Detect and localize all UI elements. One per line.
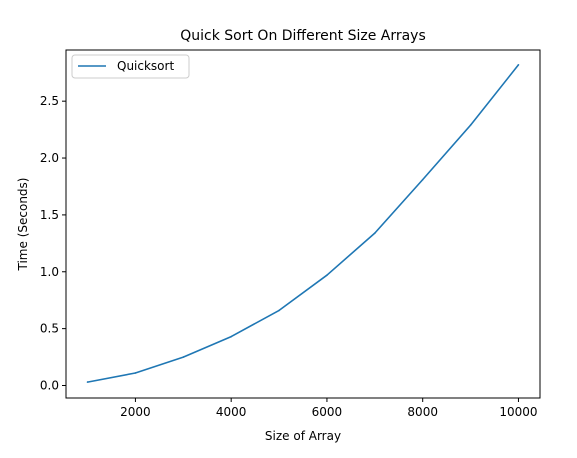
y-tick-label: 0.0 <box>40 378 59 392</box>
data-point <box>422 179 424 181</box>
data-point <box>374 232 376 234</box>
x-tick-label: 4000 <box>216 405 247 419</box>
data-point <box>230 336 232 338</box>
y-tick-label: 1.5 <box>40 208 59 222</box>
legend-label-quicksort: Quicksort <box>117 59 174 73</box>
legend: Quicksort <box>72 55 189 78</box>
y-tick-label: 2.0 <box>40 151 59 165</box>
x-tick-label: 6000 <box>312 405 343 419</box>
x-tick-label: 8000 <box>407 405 438 419</box>
data-point <box>470 124 472 126</box>
y-tick-label: 0.5 <box>40 322 59 336</box>
chart-title: Quick Sort On Different Size Arrays <box>180 28 426 44</box>
data-point <box>518 64 520 66</box>
x-axis-label: Size of Array <box>265 429 341 443</box>
data-point <box>326 274 328 276</box>
data-point <box>183 356 185 358</box>
x-tick-label: 10000 <box>499 405 537 419</box>
data-point <box>87 381 89 383</box>
data-point <box>278 310 280 312</box>
data-point <box>135 372 137 374</box>
x-tick-label: 2000 <box>120 405 151 419</box>
y-axis-label: Time (Seconds) <box>16 178 30 272</box>
y-tick-label: 1.0 <box>40 265 59 279</box>
y-tick-label: 2.5 <box>40 94 59 108</box>
